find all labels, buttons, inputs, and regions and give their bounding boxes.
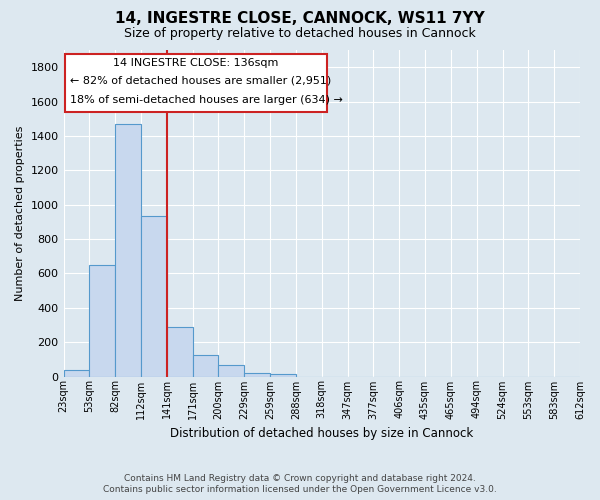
- Y-axis label: Number of detached properties: Number of detached properties: [15, 126, 25, 301]
- Bar: [218, 366, 244, 376]
- Text: ← 82% of detached houses are smaller (2,951): ← 82% of detached houses are smaller (2,…: [70, 75, 331, 85]
- Bar: [193, 355, 218, 376]
- X-axis label: Distribution of detached houses by size in Cannock: Distribution of detached houses by size …: [170, 427, 473, 440]
- Text: Contains HM Land Registry data © Crown copyright and database right 2024.
Contai: Contains HM Land Registry data © Crown c…: [103, 474, 497, 494]
- Text: 14 INGESTRE CLOSE: 136sqm: 14 INGESTRE CLOSE: 136sqm: [113, 58, 278, 68]
- Text: 14, INGESTRE CLOSE, CANNOCK, WS11 7YY: 14, INGESTRE CLOSE, CANNOCK, WS11 7YY: [115, 11, 485, 26]
- Text: 18% of semi-detached houses are larger (634) →: 18% of semi-detached houses are larger (…: [70, 96, 343, 106]
- Bar: [115, 124, 141, 376]
- FancyBboxPatch shape: [65, 54, 327, 112]
- Bar: [270, 374, 296, 376]
- Bar: [64, 370, 89, 376]
- Bar: [89, 265, 115, 376]
- Bar: [244, 372, 270, 376]
- Text: Size of property relative to detached houses in Cannock: Size of property relative to detached ho…: [124, 28, 476, 40]
- Bar: [141, 216, 167, 376]
- Bar: [167, 326, 193, 376]
